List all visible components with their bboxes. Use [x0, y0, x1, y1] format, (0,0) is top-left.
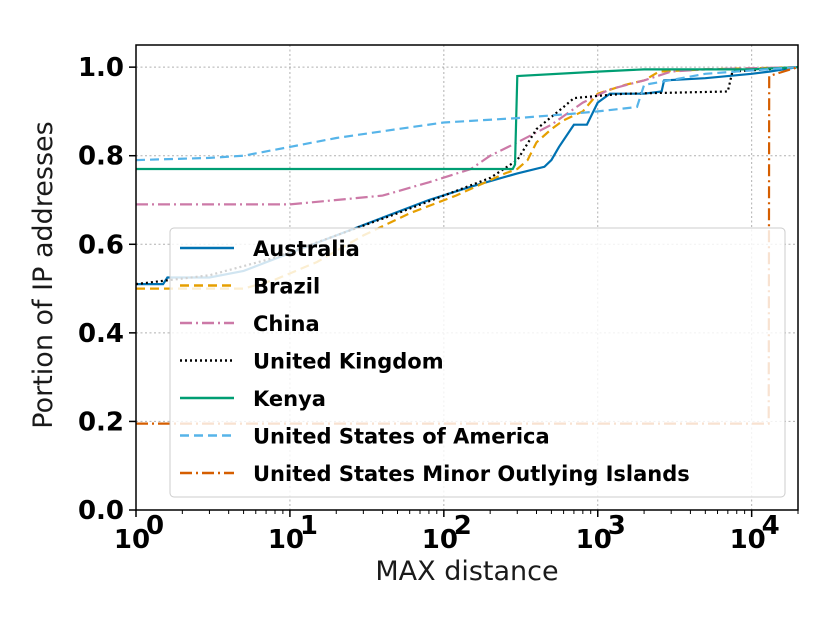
x-tick-label-exponent: 2: [454, 511, 472, 541]
y-tick-label: 0.6: [78, 230, 124, 260]
legend-label: United States Minor Outlying Islands: [253, 462, 690, 486]
legend-item: Australia: [180, 237, 360, 261]
series-line: [135, 66, 799, 286]
legend-item: United States of America: [180, 425, 550, 449]
legend-label: China: [253, 312, 320, 336]
x-tick-label-exponent: 4: [762, 511, 780, 541]
x-tick-label: 100: [114, 511, 164, 555]
legend: Australia Brazil China United Kingdom Kenya U…: [169, 227, 786, 498]
legend-item: United Kingdom: [180, 350, 444, 374]
x-tick-label-base: 10: [268, 525, 304, 555]
x-axis-title: MAX distance: [375, 556, 558, 587]
series-line: [136, 66, 799, 171]
y-axis-title: Portion of IP addresses: [28, 121, 59, 428]
x-tick-label-base: 10: [576, 525, 612, 555]
y-tick-label: 1.0: [78, 53, 124, 83]
y-tick-label: 0.2: [78, 407, 124, 437]
x-tick-label-base: 10: [422, 525, 458, 555]
x-tick-label-base: 10: [114, 525, 150, 555]
x-tick-label-exponent: 0: [146, 511, 164, 541]
x-tick-label: 103: [576, 511, 626, 555]
y-tick-label: 0.0: [78, 496, 124, 526]
legend-label: Brazil: [253, 275, 320, 299]
legend-item: Brazil: [180, 275, 320, 299]
legend-item: Kenya: [180, 387, 326, 411]
y-tick-label: 0.4: [78, 319, 124, 349]
legend-label: United States of America: [253, 425, 550, 449]
series-line: [135, 66, 799, 162]
legend-label: Australia: [253, 237, 360, 261]
legend-box: [169, 227, 786, 498]
x-tick-label-base: 10: [730, 525, 766, 555]
x-tick-label-exponent: 3: [608, 511, 626, 541]
x-tick-label: 104: [730, 511, 780, 555]
plot-frame: [135, 44, 799, 511]
x-tick-label: 101: [268, 511, 318, 555]
series-line: [136, 66, 799, 206]
legend-label: Kenya: [253, 387, 326, 411]
legend-item: China: [180, 312, 320, 336]
legend-label: United Kingdom: [253, 350, 444, 374]
x-tick-label-exponent: 1: [300, 511, 318, 541]
y-tick-label: 0.8: [78, 142, 124, 172]
legend-item: United States Minor Outlying Islands: [180, 462, 690, 486]
x-tick-label: 102: [422, 511, 472, 555]
